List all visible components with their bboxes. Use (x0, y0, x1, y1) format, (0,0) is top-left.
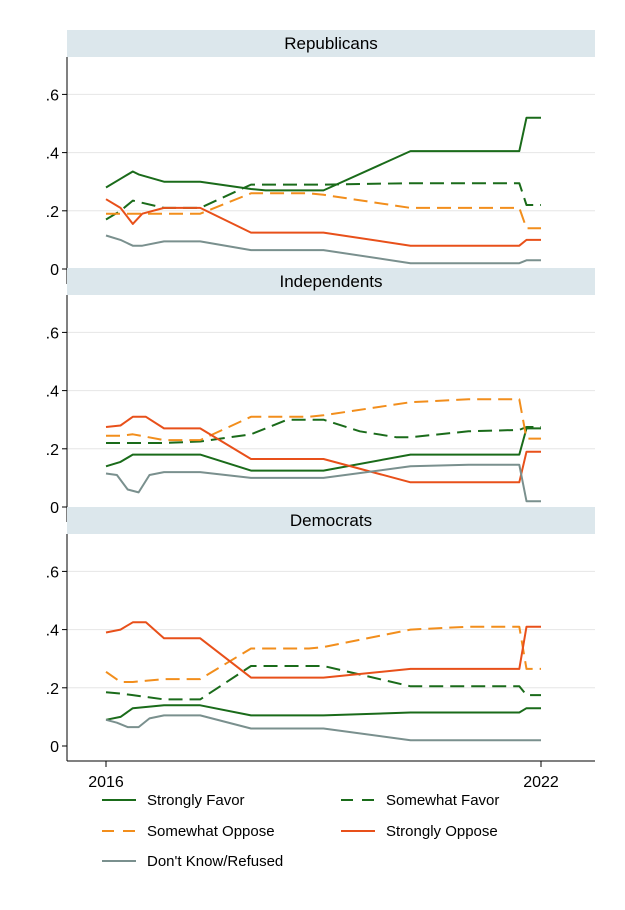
legend-label: Somewhat Favor (386, 792, 499, 809)
series-line-somewhat-favor (106, 418, 541, 444)
series-line-strongly-favor (105, 116, 541, 192)
y-tick-label: .2 (46, 681, 59, 698)
legend-label: Don't Know/Refused (147, 853, 283, 870)
panel-title: Republicans (284, 34, 378, 53)
y-tick-label: 0 (50, 262, 59, 279)
series-line-somewhat-favor (105, 665, 541, 701)
panel-independents: Independents 0 .2 .4 .6 (46, 268, 595, 522)
legend-label: Somewhat Oppose (147, 823, 275, 840)
y-tick-label: .6 (46, 325, 59, 342)
y-tick-label: .2 (46, 442, 59, 459)
series-line-strongly-favor (105, 427, 541, 472)
y-tick-label: 0 (50, 500, 59, 517)
series-line-strongly-favor (105, 704, 541, 721)
series-line-don-t-know-refused (105, 714, 541, 742)
series-line-don-t-know-refused (105, 234, 541, 265)
series-line-somewhat-favor (105, 182, 541, 221)
panel-title: Independents (279, 272, 382, 291)
panel-title-strip (67, 30, 595, 57)
series-line-strongly-oppose (105, 621, 541, 679)
legend-label: Strongly Favor (147, 792, 245, 809)
y-tick-label: .4 (46, 623, 59, 640)
series-line-strongly-oppose (105, 198, 541, 247)
series-line-somewhat-oppose (106, 192, 541, 230)
panel-republicans: Republicans 0 .2 .4 .6 (46, 30, 595, 284)
x-tick-label: 2016 (88, 774, 124, 791)
series-line-don-t-know-refused (105, 463, 541, 503)
series-line-somewhat-oppose (105, 625, 541, 683)
series-line-somewhat-oppose (106, 398, 541, 442)
panel-title-strip (67, 268, 595, 295)
panel-democrats: Democrats 0 .2 .4 .6 2016 2022 (46, 507, 595, 791)
legend: Strongly Favor Somewhat Favor Somewhat Opp… (102, 792, 499, 870)
y-tick-label: .6 (46, 87, 59, 104)
series-line-strongly-oppose (105, 415, 541, 484)
panel-title: Democrats (290, 511, 372, 530)
x-tick-label: 2022 (523, 774, 559, 791)
panel-title-strip (67, 507, 595, 534)
legend-label: Strongly Oppose (386, 823, 498, 840)
y-tick-label: .2 (46, 204, 59, 221)
y-tick-label: 0 (50, 739, 59, 756)
y-tick-label: .4 (46, 146, 59, 163)
y-tick-label: .6 (46, 564, 59, 581)
y-tick-label: .4 (46, 384, 59, 401)
